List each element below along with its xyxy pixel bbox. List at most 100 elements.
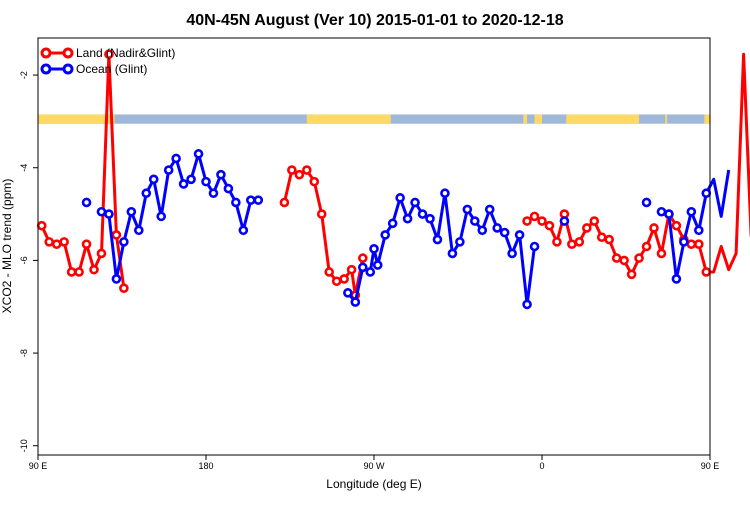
data-point-land — [626, 269, 637, 280]
land-ocean-mask-band — [38, 114, 710, 124]
data-point-land — [81, 239, 92, 249]
data-point-ocean — [387, 218, 398, 229]
data-point-ocean — [469, 216, 480, 226]
data-point-ocean — [529, 241, 540, 252]
data-point-land — [111, 230, 122, 240]
data-point-ocean — [395, 193, 405, 203]
legend-land-marker — [62, 47, 74, 59]
x-tick-label: 90 W — [363, 461, 385, 471]
data-point-ocean — [119, 237, 129, 247]
data-point-land — [309, 176, 320, 187]
mask-land-segment — [306, 114, 391, 124]
data-point-land — [339, 274, 349, 284]
data-point-ocean — [365, 267, 376, 277]
data-point-ocean — [81, 197, 92, 208]
data-point-land — [324, 267, 335, 277]
chart-title: 40N-45N August (Ver 10) 2015-01-01 to 20… — [186, 12, 563, 29]
series-ocean-line — [101, 152, 259, 281]
data-point-land — [574, 237, 585, 247]
data-point-land — [36, 220, 47, 231]
y-tick-label: -4 — [19, 164, 29, 172]
data-point-land — [529, 211, 540, 222]
data-point-land — [316, 209, 327, 219]
data-point-land — [671, 220, 682, 231]
data-point-land — [119, 283, 129, 294]
data-point-land — [641, 241, 652, 252]
data-point-land — [611, 253, 622, 263]
data-point-ocean — [492, 223, 503, 233]
series-land-line — [282, 168, 365, 297]
data-point-ocean — [656, 206, 667, 217]
data-point-ocean — [477, 225, 488, 236]
data-point-ocean — [231, 197, 241, 208]
data-point-ocean — [522, 299, 532, 310]
data-point-ocean — [499, 227, 510, 238]
data-point-ocean — [216, 169, 226, 180]
data-point-land — [346, 264, 357, 275]
y-tick-label: -2 — [19, 71, 29, 79]
data-point-ocean — [447, 248, 458, 259]
y-tick-label: -8 — [19, 349, 29, 357]
data-point-ocean — [96, 206, 107, 217]
data-point-land — [693, 239, 704, 249]
data-point-ocean — [253, 195, 264, 205]
data-point-ocean — [350, 297, 361, 307]
data-point-ocean — [186, 174, 196, 185]
legend-land-label: Land (Nadir&Glint) — [76, 46, 175, 60]
data-point-ocean — [432, 234, 443, 245]
data-point-land — [596, 232, 607, 243]
data-point-ocean — [111, 274, 122, 284]
data-point-land — [552, 237, 562, 247]
data-point-ocean — [514, 230, 525, 240]
x-tick-label: 90 E — [29, 461, 48, 471]
data-point-ocean — [126, 206, 137, 217]
data-point-land — [581, 223, 592, 233]
data-point-ocean — [343, 288, 353, 298]
data-point-ocean — [462, 204, 473, 215]
data-point-ocean — [163, 165, 174, 175]
data-point-land — [294, 169, 305, 180]
data-point-land — [522, 216, 532, 226]
data-point-ocean — [455, 237, 465, 247]
series-land — [36, 49, 750, 300]
data-point-land — [619, 255, 629, 266]
series-ocean-line — [661, 169, 731, 281]
y-axis-label: XCO2 - MLO trend (ppm) — [0, 179, 14, 314]
data-point-ocean — [156, 211, 166, 222]
data-point-ocean — [171, 153, 181, 164]
data-point-ocean — [380, 230, 391, 240]
data-point-ocean — [440, 188, 450, 199]
data-point-ocean — [238, 225, 249, 236]
legend-ocean-marker — [40, 63, 52, 75]
data-point-land — [567, 239, 577, 249]
x-tick-label: 180 — [198, 461, 213, 471]
data-point-land — [59, 237, 69, 247]
data-point-ocean — [679, 237, 689, 247]
data-point-ocean — [193, 149, 204, 159]
data-point-ocean — [104, 209, 114, 219]
series-land-line — [526, 52, 750, 276]
series-layer — [36, 49, 750, 310]
mask-land-segment — [665, 114, 668, 124]
data-point-ocean — [686, 206, 697, 217]
data-point-land — [686, 239, 697, 249]
data-point-land — [301, 165, 312, 175]
data-point-ocean — [484, 204, 495, 215]
data-point-ocean — [369, 244, 379, 254]
data-point-land — [96, 248, 107, 259]
legend-ocean-label: Ocean (Glint) — [76, 62, 147, 76]
legend-land-marker — [40, 47, 52, 59]
data-point-ocean — [372, 260, 383, 270]
legend: Land (Nadir&Glint) Ocean (Glint) — [40, 46, 175, 76]
data-point-land — [357, 253, 368, 263]
data-point-ocean — [134, 225, 144, 236]
x-tick-label: 0 — [539, 461, 544, 471]
mask-land-segment — [523, 114, 528, 124]
data-point-ocean — [402, 213, 413, 224]
data-point-land — [634, 253, 644, 263]
data-point-ocean — [246, 195, 256, 205]
data-point-land — [66, 267, 77, 277]
data-point-land — [544, 220, 555, 231]
data-point-land — [287, 165, 297, 175]
